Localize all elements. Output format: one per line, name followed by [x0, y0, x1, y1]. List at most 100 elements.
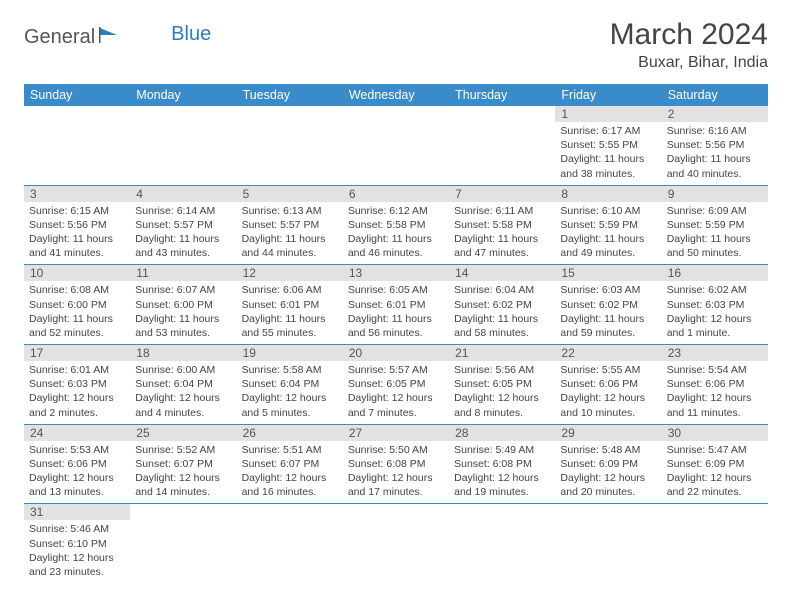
day-cell: 16Sunrise: 6:02 AMSunset: 6:03 PMDayligh… — [662, 265, 768, 345]
week-row: 17Sunrise: 6:01 AMSunset: 6:03 PMDayligh… — [24, 345, 768, 425]
day-content: Sunrise: 6:13 AMSunset: 5:57 PMDaylight:… — [237, 202, 343, 265]
day-cell: 26Sunrise: 5:51 AMSunset: 6:07 PMDayligh… — [237, 424, 343, 504]
day-cell: 12Sunrise: 6:06 AMSunset: 6:01 PMDayligh… — [237, 265, 343, 345]
day-number: 13 — [343, 265, 449, 281]
day-number: 9 — [662, 186, 768, 202]
weekday-header: Sunday — [24, 84, 130, 106]
logo: General Blue — [24, 18, 211, 49]
day-number: 24 — [24, 425, 130, 441]
day-content: Sunrise: 5:49 AMSunset: 6:08 PMDaylight:… — [449, 441, 555, 504]
day-number: 20 — [343, 345, 449, 361]
day-cell — [130, 106, 236, 185]
weekday-header: Monday — [130, 84, 236, 106]
weekday-header: Saturday — [662, 84, 768, 106]
day-cell — [449, 106, 555, 185]
day-number: 5 — [237, 186, 343, 202]
day-cell — [555, 504, 661, 583]
day-content: Sunrise: 6:14 AMSunset: 5:57 PMDaylight:… — [130, 202, 236, 265]
weekday-header-row: Sunday Monday Tuesday Wednesday Thursday… — [24, 84, 768, 106]
day-number: 7 — [449, 186, 555, 202]
month-title: March 2024 — [610, 18, 768, 52]
day-number: 1 — [555, 106, 661, 122]
day-cell: 18Sunrise: 6:00 AMSunset: 6:04 PMDayligh… — [130, 345, 236, 425]
day-cell: 27Sunrise: 5:50 AMSunset: 6:08 PMDayligh… — [343, 424, 449, 504]
day-content: Sunrise: 5:54 AMSunset: 6:06 PMDaylight:… — [662, 361, 768, 424]
day-cell — [662, 504, 768, 583]
header: General Blue March 2024 Buxar, Bihar, In… — [24, 18, 768, 72]
weekday-header: Friday — [555, 84, 661, 106]
day-cell: 7Sunrise: 6:11 AMSunset: 5:58 PMDaylight… — [449, 185, 555, 265]
day-number: 11 — [130, 265, 236, 281]
week-row: 10Sunrise: 6:08 AMSunset: 6:00 PMDayligh… — [24, 265, 768, 345]
day-number: 30 — [662, 425, 768, 441]
week-row: 3Sunrise: 6:15 AMSunset: 5:56 PMDaylight… — [24, 185, 768, 265]
day-cell: 31Sunrise: 5:46 AMSunset: 6:10 PMDayligh… — [24, 504, 130, 583]
day-number: 19 — [237, 345, 343, 361]
day-cell: 3Sunrise: 6:15 AMSunset: 5:56 PMDaylight… — [24, 185, 130, 265]
day-cell: 8Sunrise: 6:10 AMSunset: 5:59 PMDaylight… — [555, 185, 661, 265]
day-number: 21 — [449, 345, 555, 361]
day-cell — [343, 106, 449, 185]
day-number: 3 — [24, 186, 130, 202]
day-content: Sunrise: 6:17 AMSunset: 5:55 PMDaylight:… — [555, 122, 661, 185]
logo-text-1: General — [24, 26, 95, 49]
day-cell — [449, 504, 555, 583]
day-cell: 1Sunrise: 6:17 AMSunset: 5:55 PMDaylight… — [555, 106, 661, 185]
day-number: 16 — [662, 265, 768, 281]
day-content: Sunrise: 5:48 AMSunset: 6:09 PMDaylight:… — [555, 441, 661, 504]
day-cell: 4Sunrise: 6:14 AMSunset: 5:57 PMDaylight… — [130, 185, 236, 265]
day-content: Sunrise: 6:11 AMSunset: 5:58 PMDaylight:… — [449, 202, 555, 265]
day-content: Sunrise: 6:08 AMSunset: 6:00 PMDaylight:… — [24, 281, 130, 344]
title-block: March 2024 Buxar, Bihar, India — [610, 18, 768, 72]
day-content: Sunrise: 5:58 AMSunset: 6:04 PMDaylight:… — [237, 361, 343, 424]
day-cell: 29Sunrise: 5:48 AMSunset: 6:09 PMDayligh… — [555, 424, 661, 504]
day-cell: 17Sunrise: 6:01 AMSunset: 6:03 PMDayligh… — [24, 345, 130, 425]
day-number: 10 — [24, 265, 130, 281]
day-content: Sunrise: 6:01 AMSunset: 6:03 PMDaylight:… — [24, 361, 130, 424]
day-cell: 23Sunrise: 5:54 AMSunset: 6:06 PMDayligh… — [662, 345, 768, 425]
day-content: Sunrise: 5:52 AMSunset: 6:07 PMDaylight:… — [130, 441, 236, 504]
day-number: 29 — [555, 425, 661, 441]
location: Buxar, Bihar, India — [610, 54, 768, 72]
day-content: Sunrise: 5:55 AMSunset: 6:06 PMDaylight:… — [555, 361, 661, 424]
day-content: Sunrise: 6:16 AMSunset: 5:56 PMDaylight:… — [662, 122, 768, 185]
day-cell: 14Sunrise: 6:04 AMSunset: 6:02 PMDayligh… — [449, 265, 555, 345]
day-content: Sunrise: 6:12 AMSunset: 5:58 PMDaylight:… — [343, 202, 449, 265]
week-row: 24Sunrise: 5:53 AMSunset: 6:06 PMDayligh… — [24, 424, 768, 504]
day-cell: 6Sunrise: 6:12 AMSunset: 5:58 PMDaylight… — [343, 185, 449, 265]
day-cell: 2Sunrise: 6:16 AMSunset: 5:56 PMDaylight… — [662, 106, 768, 185]
day-number: 8 — [555, 186, 661, 202]
day-number: 6 — [343, 186, 449, 202]
day-cell: 30Sunrise: 5:47 AMSunset: 6:09 PMDayligh… — [662, 424, 768, 504]
day-content: Sunrise: 6:06 AMSunset: 6:01 PMDaylight:… — [237, 281, 343, 344]
day-content: Sunrise: 6:05 AMSunset: 6:01 PMDaylight:… — [343, 281, 449, 344]
day-cell: 15Sunrise: 6:03 AMSunset: 6:02 PMDayligh… — [555, 265, 661, 345]
flag-icon — [99, 26, 121, 49]
day-number: 18 — [130, 345, 236, 361]
weekday-header: Thursday — [449, 84, 555, 106]
day-cell: 22Sunrise: 5:55 AMSunset: 6:06 PMDayligh… — [555, 345, 661, 425]
day-number: 15 — [555, 265, 661, 281]
day-number: 12 — [237, 265, 343, 281]
day-number: 26 — [237, 425, 343, 441]
day-content: Sunrise: 5:50 AMSunset: 6:08 PMDaylight:… — [343, 441, 449, 504]
day-cell: 21Sunrise: 5:56 AMSunset: 6:05 PMDayligh… — [449, 345, 555, 425]
logo-text-2: Blue — [171, 23, 211, 46]
day-cell: 20Sunrise: 5:57 AMSunset: 6:05 PMDayligh… — [343, 345, 449, 425]
day-cell: 10Sunrise: 6:08 AMSunset: 6:00 PMDayligh… — [24, 265, 130, 345]
day-content: Sunrise: 6:10 AMSunset: 5:59 PMDaylight:… — [555, 202, 661, 265]
day-content: Sunrise: 6:04 AMSunset: 6:02 PMDaylight:… — [449, 281, 555, 344]
week-row: 31Sunrise: 5:46 AMSunset: 6:10 PMDayligh… — [24, 504, 768, 583]
day-number: 23 — [662, 345, 768, 361]
day-number: 17 — [24, 345, 130, 361]
day-number: 25 — [130, 425, 236, 441]
day-cell: 9Sunrise: 6:09 AMSunset: 5:59 PMDaylight… — [662, 185, 768, 265]
day-cell — [130, 504, 236, 583]
day-content: Sunrise: 6:15 AMSunset: 5:56 PMDaylight:… — [24, 202, 130, 265]
day-cell: 5Sunrise: 6:13 AMSunset: 5:57 PMDaylight… — [237, 185, 343, 265]
day-number: 4 — [130, 186, 236, 202]
day-cell: 11Sunrise: 6:07 AMSunset: 6:00 PMDayligh… — [130, 265, 236, 345]
day-cell — [24, 106, 130, 185]
day-number: 27 — [343, 425, 449, 441]
day-number: 31 — [24, 504, 130, 520]
